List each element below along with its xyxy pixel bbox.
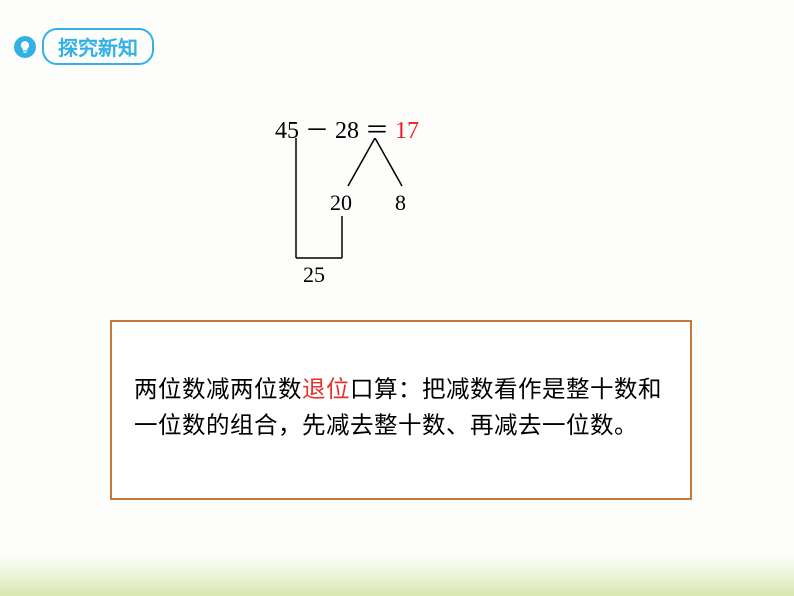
info-text-highlight: 退位 [302, 377, 350, 403]
section-badge: 探究新知 [42, 28, 154, 65]
lightbulb-icon [14, 36, 36, 58]
info-box: 两位数减两位数退位口算：把减数看作是整十数和一位数的组合，先减去整十数、再减去一… [110, 320, 692, 500]
header: 探究新知 [14, 28, 154, 65]
decomp-left-val: 20 [330, 190, 352, 216]
lightbulb-svg [18, 40, 32, 54]
decomp-bottom-val: 25 [303, 262, 325, 288]
info-text: 两位数减两位数退位口算：把减数看作是整十数和一位数的组合，先减去整十数、再减去一… [134, 372, 668, 445]
decomp-right-val: 8 [395, 190, 406, 216]
info-text-pre: 两位数减两位数 [134, 377, 302, 403]
footer-gradient [0, 556, 794, 596]
badge-text: 探究新知 [58, 38, 138, 60]
